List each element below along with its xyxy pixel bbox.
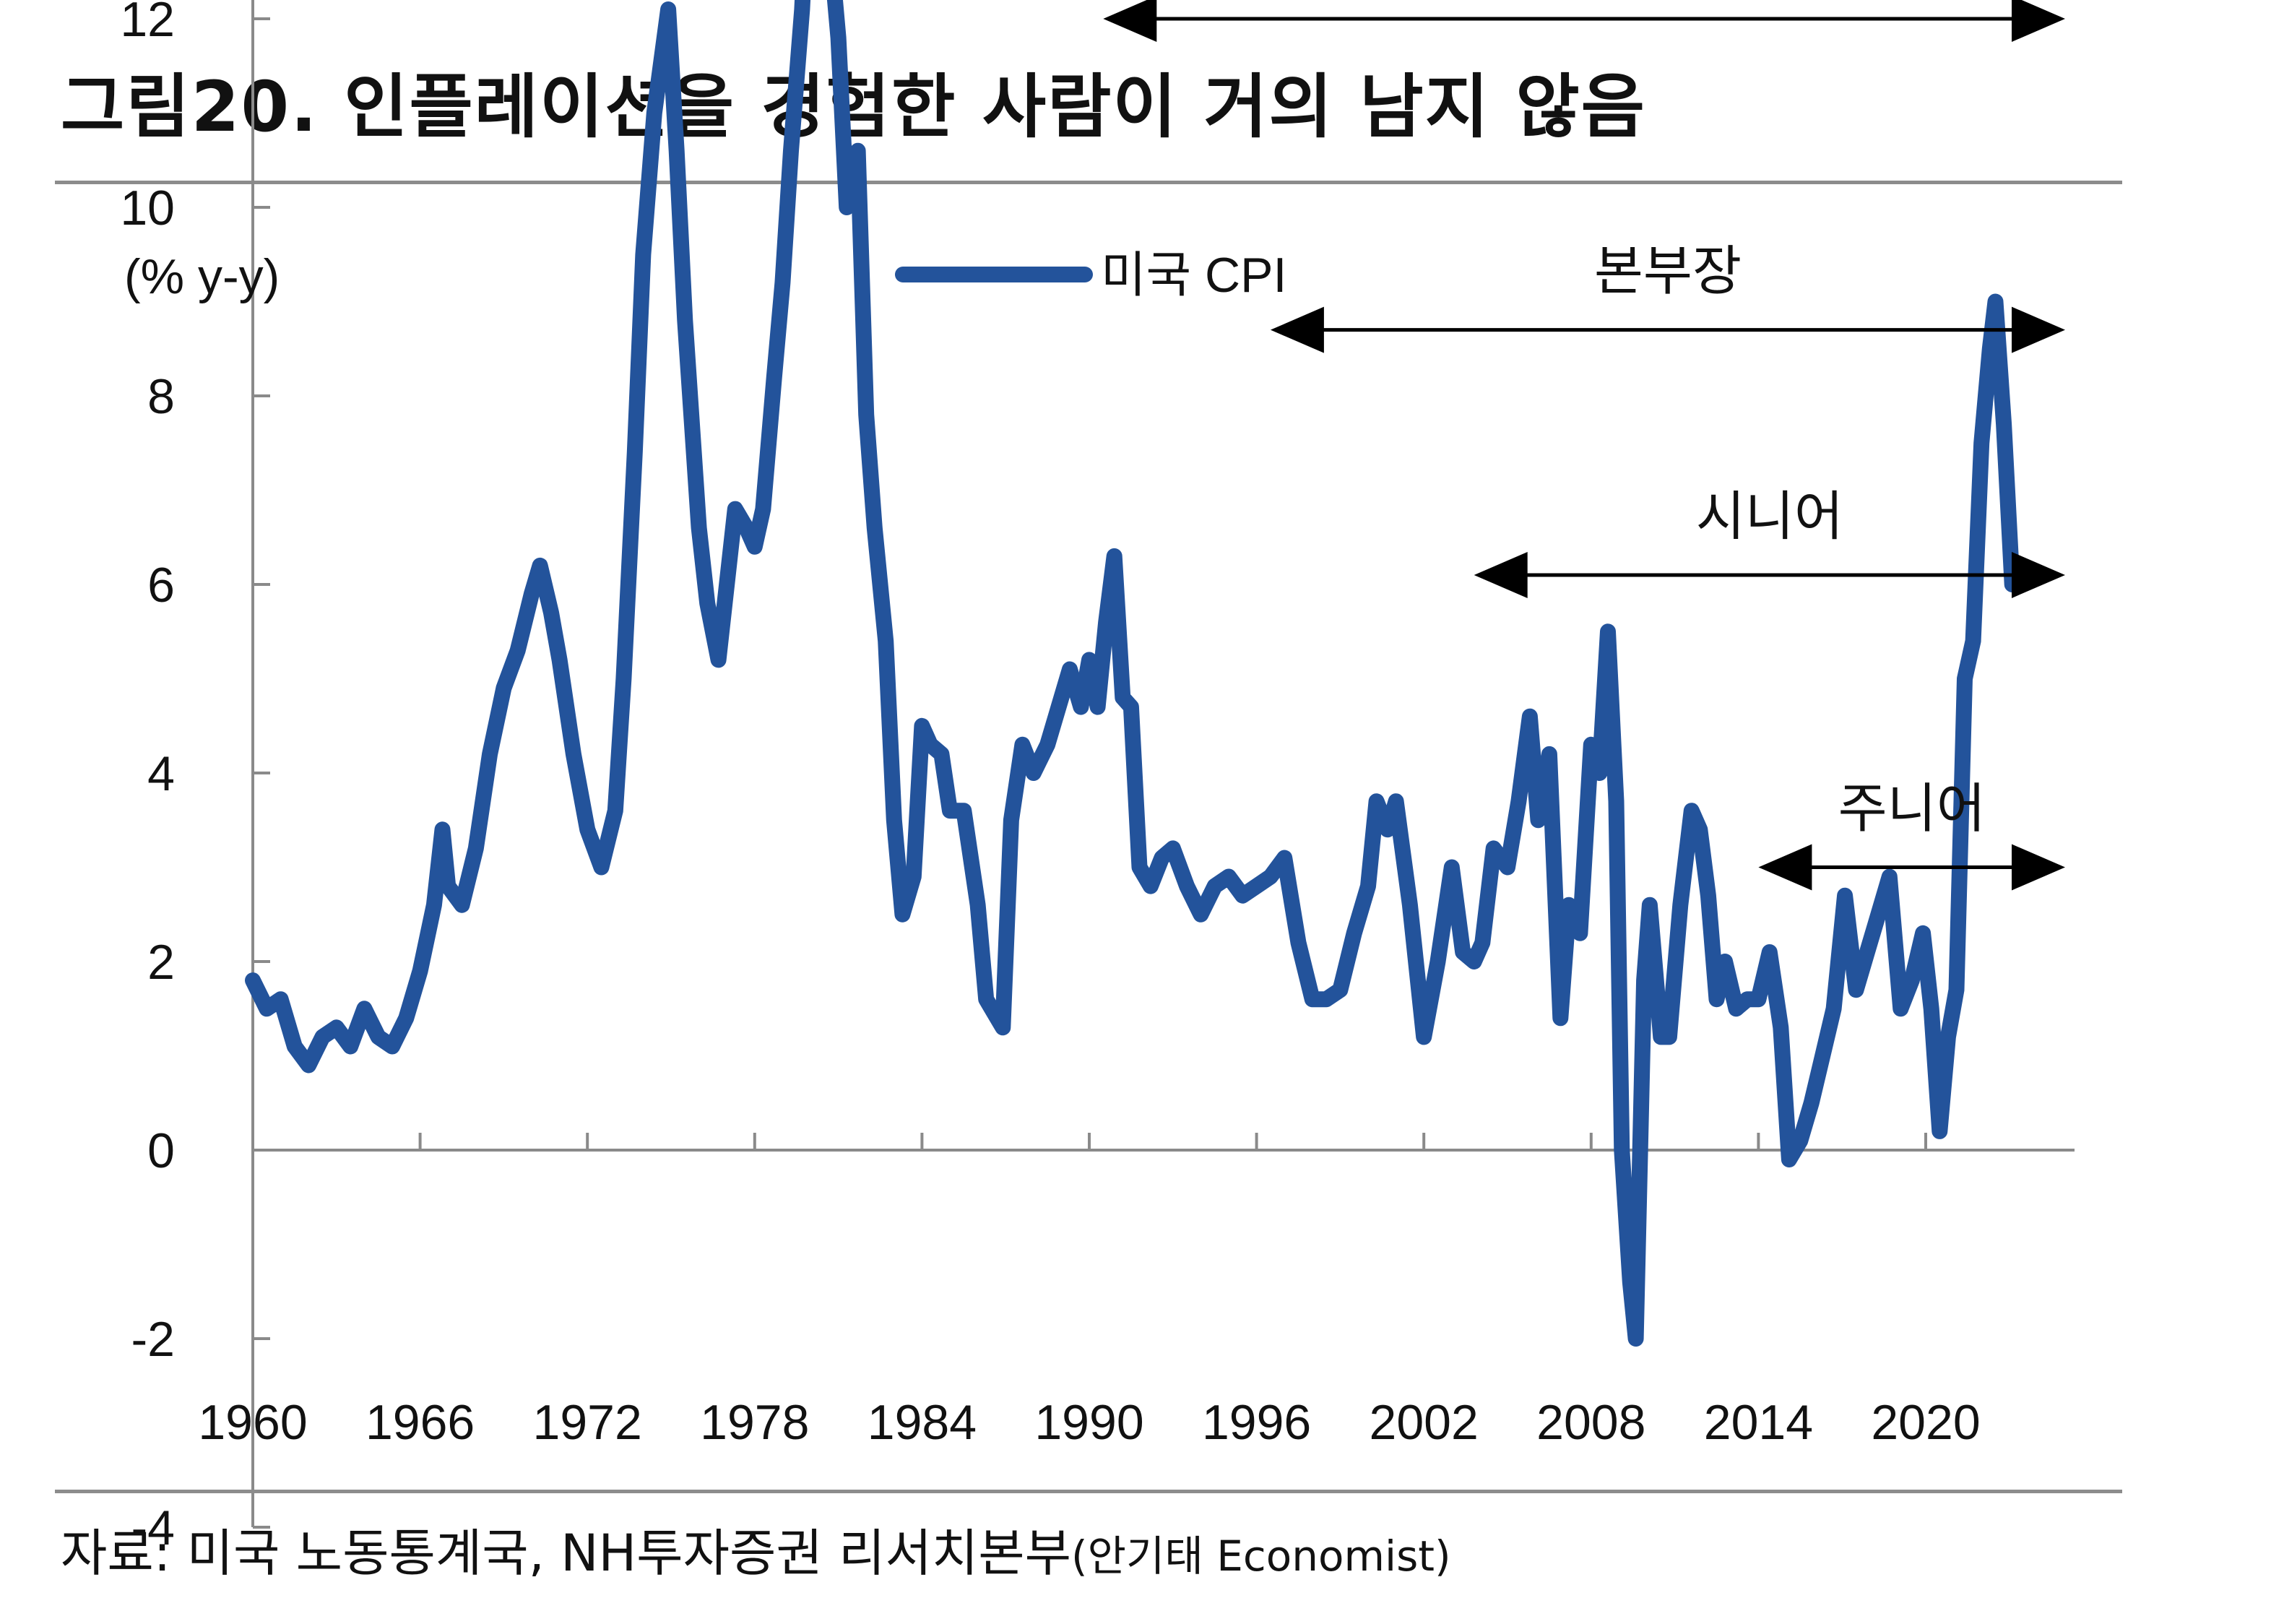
y-tick-label: 10	[120, 181, 175, 236]
chart-annotations: 워렌버핏CEO본부장시니어주니어	[1103, 0, 2065, 891]
annotation-arrowhead-left	[1474, 551, 1528, 598]
x-tick-label: 1966	[365, 1395, 475, 1450]
top-divider	[55, 181, 2122, 184]
annotation-arrowhead-right	[2012, 551, 2065, 598]
source-author: (안기태 Economist)	[1071, 1532, 1451, 1581]
x-tick-label: 2008	[1536, 1395, 1645, 1450]
legend-label: 미국 CPI	[1101, 248, 1286, 303]
annotation-label: 주니어	[1838, 778, 1986, 840]
x-tick-label: 1972	[533, 1395, 642, 1450]
annotation-arrowhead-left	[1270, 306, 1324, 353]
y-tick-label: 8	[147, 369, 175, 424]
chart-series	[245, 0, 2020, 1347]
y-tick-label: 4	[147, 746, 175, 801]
x-tick-label: 1996	[1202, 1395, 1311, 1450]
x-tick-label: 2014	[1704, 1395, 1813, 1450]
annotation-arrowhead-right	[2012, 844, 2065, 891]
annotation-arrowhead-left	[1103, 0, 1157, 42]
annotation-본부장: 본부장	[1270, 241, 2065, 353]
x-tick-label: 2002	[1370, 1395, 1479, 1450]
chart-axes: 1614121086420-2-419601966197219781984199…	[120, 0, 2075, 1555]
x-tick-label: 2020	[1871, 1395, 1980, 1450]
y-tick-label: 0	[147, 1123, 175, 1178]
y-unit-label: (% y-y)	[124, 249, 280, 304]
cpi-series-line	[245, 0, 2020, 1347]
annotation-arrowhead-right	[2012, 0, 2065, 42]
page-title: 그림20. 인플레이션을 경험한 사람이 거의 남지 않음	[61, 66, 1646, 147]
x-tick-label: 1960	[198, 1395, 307, 1450]
bottom-divider	[55, 1490, 2122, 1493]
annotation-label: 본부장	[1594, 241, 1742, 303]
chart-legend: 미국 CPI	[895, 248, 1286, 303]
y-tick-label: 6	[147, 558, 175, 613]
y-tick-label: 12	[120, 0, 175, 47]
y-tick-label: -2	[131, 1312, 175, 1367]
annotation-시니어: 시니어	[1474, 485, 2065, 598]
x-tick-label: 1990	[1034, 1395, 1143, 1450]
source-note: 자료: 미국 노동통계국, NH투자증권 리서치본부(안기태 Economist…	[61, 1513, 1451, 1586]
annotation-arrowhead-left	[1758, 844, 1812, 891]
source-main: 자료: 미국 노동통계국, NH투자증권 리서치본부	[61, 1524, 1072, 1583]
annotation-arrowhead-right	[2012, 306, 2065, 353]
y-tick-label: -4	[131, 1500, 175, 1555]
annotation-label: 시니어	[1696, 485, 1843, 548]
annotation-CEO: CEO	[1103, 0, 2065, 42]
annotation-주니어: 주니어	[1758, 778, 2065, 891]
y-tick-label: 2	[147, 935, 175, 990]
x-tick-label: 1984	[868, 1395, 977, 1450]
x-tick-label: 1978	[700, 1395, 809, 1450]
